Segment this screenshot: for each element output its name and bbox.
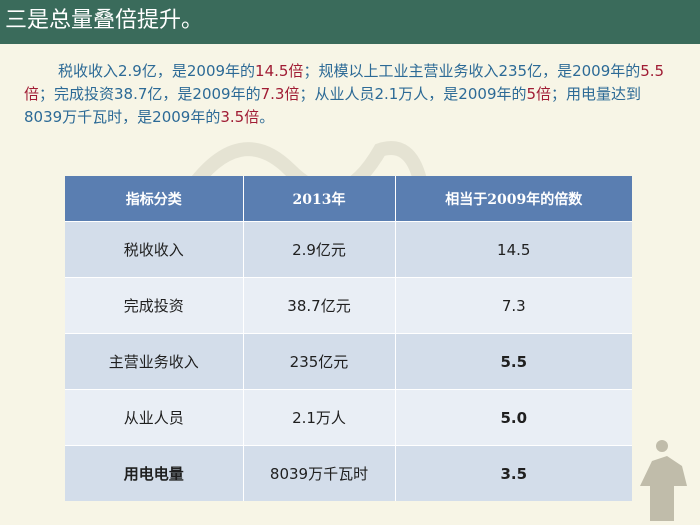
table-row: 完成投资 38.7亿元 7.3 (65, 277, 632, 334)
cell-value-2013: 8039万千瓦时 (243, 445, 396, 501)
para-text-3: ；完成投资38.7亿，是2009年的 (39, 85, 261, 103)
cell-category: 税收收入 (65, 221, 244, 278)
cell-multiple: 14.5 (395, 221, 632, 278)
header-2013: 2013年 (243, 176, 396, 222)
cell-multiple: 5.0 (395, 389, 632, 446)
table-row: 税收收入 2.9亿元 14.5 (65, 221, 632, 278)
cell-multiple: 7.3 (395, 277, 632, 334)
cell-multiple: 5.5 (395, 333, 632, 390)
para-text-1: 税收收入2.9亿，是2009年的 (58, 62, 256, 80)
para-text-6: 。 (259, 108, 275, 126)
cell-multiple: 3.5 (395, 445, 632, 501)
cell-category: 完成投资 (65, 277, 244, 334)
header-multiple: 相当于2009年的倍数 (395, 176, 632, 222)
header-category: 指标分类 (65, 176, 244, 222)
cell-value-2013: 2.9亿元 (243, 221, 396, 278)
para-highlight-5: 3.5倍 (220, 108, 260, 126)
cell-value-2013: 38.7亿元 (243, 277, 396, 334)
cell-category: 从业人员 (65, 389, 244, 446)
title-bar: 三是总量叠倍提升。 (0, 0, 700, 44)
cell-value-2013: 235亿元 (243, 333, 396, 390)
slide-title: 三是总量叠倍提升。 (5, 8, 204, 33)
para-highlight-3: 7.3倍 (260, 85, 300, 103)
para-highlight-1: 14.5倍 (255, 62, 304, 80)
table-header-row: 指标分类 2013年 相当于2009年的倍数 (65, 176, 632, 222)
para-highlight-4: 5倍 (526, 85, 552, 103)
table-row: 用电电量 8039万千瓦时 3.5 (65, 445, 632, 501)
cell-value-2013: 2.1万人 (243, 389, 396, 446)
summary-paragraph: 税收收入2.9亿，是2009年的14.5倍；规模以上工业主营业务收入235亿，是… (24, 60, 674, 129)
table-row: 从业人员 2.1万人 5.0 (65, 389, 632, 446)
table-row: 主营业务收入 235亿元 5.5 (65, 333, 632, 390)
para-text-5: ；用电量达到8039万千瓦时，是2009年的 (24, 85, 642, 126)
para-highlight-2: 5.5倍 (24, 62, 665, 103)
indicator-table: 指标分类 2013年 相当于2009年的倍数 税收收入 2.9亿元 14.5 完… (65, 176, 632, 501)
para-text-2: ；规模以上工业主营业务收入235亿，是2009年的 (303, 62, 641, 80)
statue-icon (640, 440, 687, 521)
para-text-4: ；从业人员2.1万人，是2009年的 (299, 85, 527, 103)
cell-category: 主营业务收入 (65, 333, 244, 390)
cell-category: 用电电量 (65, 445, 244, 501)
